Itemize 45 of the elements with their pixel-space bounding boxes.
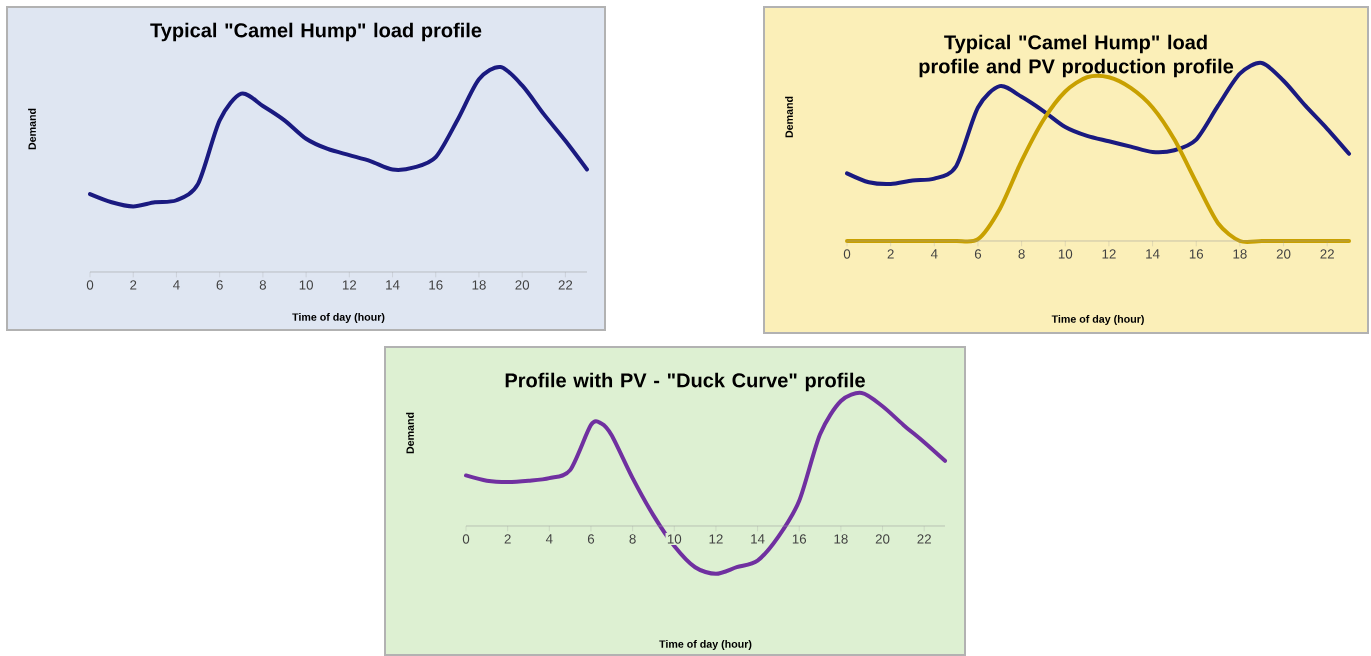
x-tick-label: 20 bbox=[1276, 249, 1291, 259]
x-tick-label: 14 bbox=[751, 534, 765, 544]
x-tick-label: 14 bbox=[386, 280, 400, 290]
x-tick-label: 22 bbox=[558, 280, 573, 290]
x-tick-label: 4 bbox=[930, 249, 938, 259]
x-tick-label: 18 bbox=[1233, 249, 1247, 259]
y-axis-title: Demand bbox=[785, 96, 793, 138]
x-tick-label: 12 bbox=[342, 280, 357, 290]
x-tick-label: 18 bbox=[472, 280, 486, 290]
y-axis-title: Demand bbox=[28, 108, 36, 150]
chart-title: Typical "Camel Hump" load profile and PV production profile bbox=[919, 34, 1234, 78]
x-tick-label: 2 bbox=[504, 534, 511, 544]
x-tick-label: 8 bbox=[1018, 249, 1025, 259]
x-tick-label: 12 bbox=[1102, 249, 1116, 259]
x-tick-label: 0 bbox=[86, 280, 94, 290]
x-tick-label: 10 bbox=[667, 534, 682, 544]
x-tick-label: 10 bbox=[299, 280, 313, 290]
x-axis-title: Time of day (hour) bbox=[659, 640, 752, 650]
x-tick-label: 6 bbox=[974, 249, 982, 259]
x-tick-label: 16 bbox=[429, 280, 443, 290]
x-axis-title: Time of day (hour) bbox=[1051, 315, 1144, 325]
chart-title: Typical "Camel Hump" load profile bbox=[150, 22, 482, 42]
x-tick-label: 6 bbox=[587, 534, 595, 544]
x-tick-label: 16 bbox=[792, 534, 807, 544]
x-tick-label: 22 bbox=[1320, 249, 1334, 259]
chart-title: Profile with PV - "Duck Curve" profile bbox=[505, 372, 865, 392]
x-tick-label: 6 bbox=[216, 280, 223, 290]
x-tick-label: 0 bbox=[843, 249, 851, 259]
x-tick-label: 20 bbox=[515, 280, 530, 290]
y-axis-title: Demand bbox=[406, 412, 414, 454]
x-tick-label: 4 bbox=[173, 280, 180, 290]
x-tick-label: 16 bbox=[1189, 249, 1204, 259]
x-tick-label: 0 bbox=[462, 534, 470, 544]
x-tick-label: 10 bbox=[1058, 249, 1073, 259]
x-tick-label: 2 bbox=[130, 280, 137, 290]
x-tick-label: 2 bbox=[887, 249, 894, 259]
x-axis-title: Time of day (hour) bbox=[292, 313, 385, 323]
x-tick-label: 12 bbox=[709, 534, 723, 544]
x-tick-label: 18 bbox=[834, 534, 848, 544]
x-tick-label: 20 bbox=[875, 534, 890, 544]
x-tick-label: 8 bbox=[259, 280, 267, 290]
x-tick-label: 4 bbox=[545, 534, 553, 544]
x-tick-label: 14 bbox=[1146, 249, 1160, 259]
x-tick-label: 8 bbox=[629, 534, 636, 544]
x-tick-label: 22 bbox=[917, 534, 931, 544]
